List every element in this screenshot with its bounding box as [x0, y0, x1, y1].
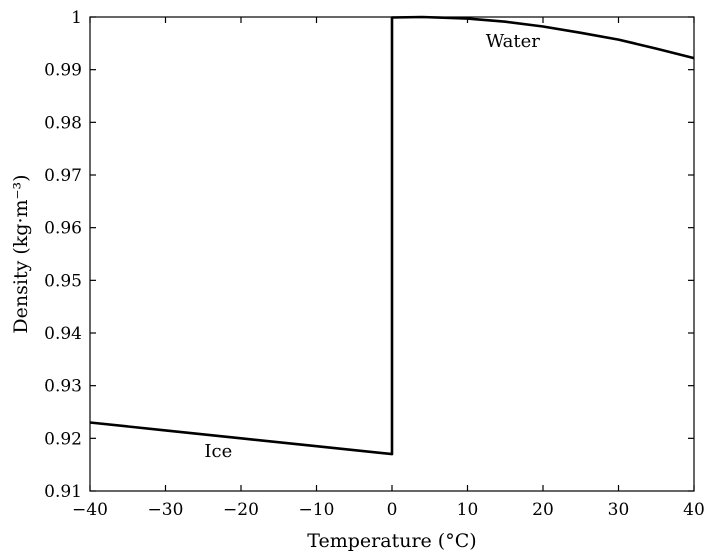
annotation-label: Ice	[204, 441, 232, 462]
x-tick-label: 0	[387, 500, 398, 520]
x-tick-label: −10	[299, 500, 335, 520]
x-tick-label: 10	[457, 500, 479, 520]
y-tick-label: 0.92	[44, 429, 82, 449]
y-tick-label: 0.91	[44, 482, 82, 502]
x-tick-label: 20	[532, 500, 554, 520]
y-tick-label: 0.94	[44, 324, 82, 344]
x-tick-label: −30	[148, 500, 184, 520]
annotations-group: Ice Water	[204, 31, 540, 462]
x-tick-label: −20	[223, 500, 259, 520]
x-tick-label: −40	[72, 500, 108, 520]
y-tick-label: 0.93	[44, 377, 82, 397]
y-tick-label: 0.97	[44, 166, 82, 186]
y-tick-label: 0.99	[44, 61, 82, 81]
y-tick-label: 1	[71, 8, 82, 28]
annotation-label: Water	[486, 31, 541, 52]
x-axis-ticks: −40 −30 −20 −10 0 10 20 30 40	[72, 17, 705, 520]
x-tick-label: 40	[683, 500, 705, 520]
y-axis-title: Density (kg·m⁻³)	[10, 174, 32, 333]
series-group	[89, 15, 695, 456]
y-tick-label: 0.95	[44, 271, 82, 291]
x-axis-title: Temperature (°C)	[307, 530, 476, 552]
y-axis-ticks: 0.91 0.92 0.93 0.94 0.95 0.96 0.97 0.98 0.99 1	[44, 8, 694, 502]
x-tick-label: 30	[608, 500, 630, 520]
y-tick-label: 0.96	[44, 219, 82, 239]
y-tick-label: 0.98	[44, 113, 82, 133]
density-series-line	[89, 15, 695, 456]
